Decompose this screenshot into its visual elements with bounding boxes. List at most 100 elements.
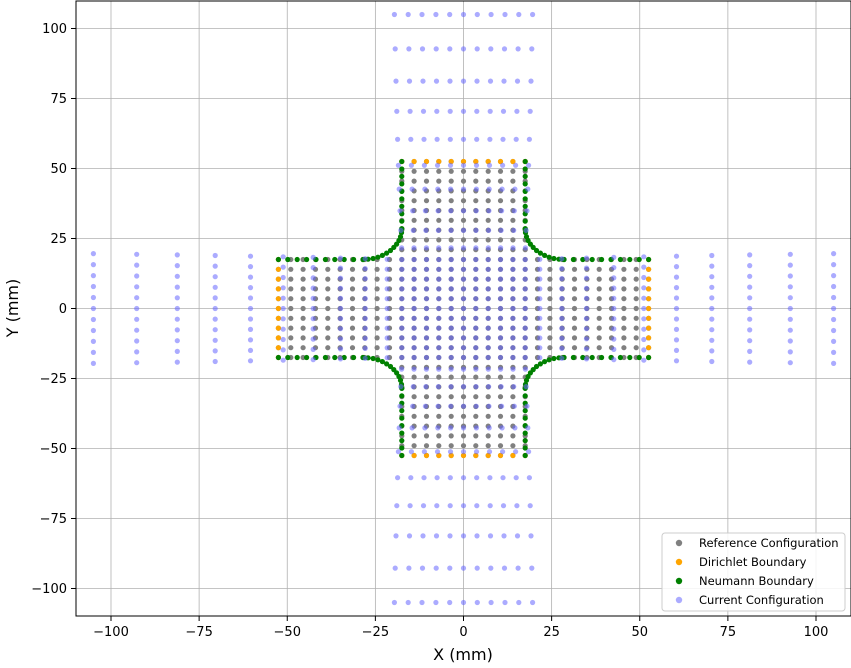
current-point [337,316,344,322]
neumann-point [589,256,595,263]
current-point [411,286,417,292]
dirichlet-point [646,315,652,321]
x-tick-label: 100 [804,625,829,640]
current-point [527,108,533,114]
current-point [460,78,467,84]
reference-point [473,178,479,184]
current-point [709,316,715,322]
neumann-point [522,408,528,414]
current-point [514,108,520,114]
reference-point [547,305,553,312]
current-point [460,315,467,321]
current-point [423,325,430,331]
current-point [473,325,479,331]
current-point [559,345,565,351]
current-point [280,305,286,312]
neumann-point [522,430,528,436]
reference-point [460,394,467,400]
reference-point [473,443,479,449]
reference-point [423,433,430,439]
current-point [447,11,453,18]
current-point [460,366,467,372]
neumann-point [322,354,328,361]
reference-point [460,433,467,439]
reference-point [436,413,442,419]
current-point [174,295,180,301]
current-point [399,296,405,302]
current-point [411,296,417,302]
legend-label-neumann: Neumann Boundary [699,574,814,588]
current-point [419,565,426,571]
neumann-point [370,255,376,262]
current-point [474,475,480,481]
current-point [497,296,504,302]
current-point [511,384,517,390]
current-point [419,599,425,606]
dirichlet-point [646,305,652,312]
current-point [709,305,715,312]
current-point [831,327,837,334]
current-point [510,286,516,292]
current-point [423,266,430,272]
current-point [395,136,401,142]
current-point [399,286,405,292]
dirichlet-point [510,158,516,165]
current-point [486,186,492,192]
current-point [525,186,531,192]
dirichlet-point [275,325,281,331]
reference-point [374,266,380,272]
current-point [485,276,491,282]
current-point [522,256,528,263]
current-point [787,284,793,290]
current-point [487,136,493,142]
neumann-point [537,250,544,256]
current-point [460,46,467,52]
reference-point [485,443,491,449]
current-point [611,275,617,281]
current-point [486,403,492,409]
reference-point [423,217,430,223]
current-point [134,273,140,279]
current-point [831,294,837,301]
reference-point [633,315,639,321]
current-point [408,162,414,168]
reference-point [510,178,516,184]
current-point [641,316,647,322]
current-point [399,315,405,321]
reference-point [571,305,578,312]
current-point [337,305,344,312]
current-point [280,264,286,270]
current-point [212,337,218,343]
neumann-point [370,355,376,362]
current-point [247,337,254,343]
neumann-point [332,354,338,361]
current-point [831,283,837,290]
current-point [525,425,531,431]
current-point [537,315,543,321]
current-point [420,503,427,509]
current-point [421,136,427,142]
neumann-point [546,357,552,363]
current-point [787,251,793,257]
current-point [460,325,467,331]
current-point [399,245,405,251]
current-point [310,285,316,291]
current-point [435,208,441,214]
current-point [247,316,254,322]
reference-point [374,335,380,341]
reference-point [325,325,331,331]
neumann-point [387,363,394,370]
reference-point [596,266,602,272]
reference-point [288,266,294,272]
current-point [611,295,617,301]
current-point [280,274,286,281]
current-point [310,254,316,260]
current-point [641,326,647,332]
current-point [212,284,218,290]
current-point [611,254,617,260]
reference-point [547,296,553,302]
reference-point [497,178,504,184]
current-point [709,274,715,280]
neumann-point [304,256,310,263]
current-point [134,262,140,268]
